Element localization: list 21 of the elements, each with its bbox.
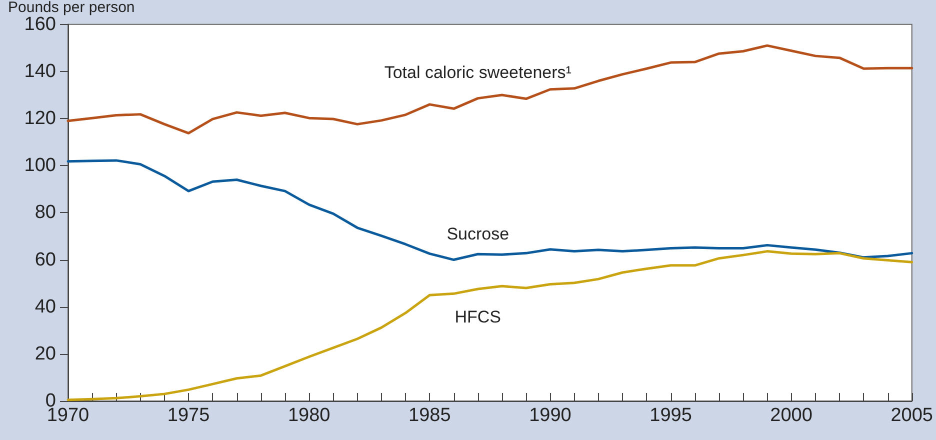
x-tick-label: 2005 [890, 405, 934, 426]
y-tick-label: 120 [24, 108, 56, 130]
line-series [66, 159, 914, 262]
y-tick-label: 140 [24, 60, 56, 82]
series-label: HFCS [454, 307, 502, 326]
x-tick-label: 1990 [529, 405, 572, 426]
line-series [66, 44, 914, 134]
x-tick-label: 1975 [167, 405, 210, 426]
y-tick-label: 60 [34, 249, 56, 270]
x-tick-label: 1995 [650, 405, 692, 426]
y-tick-label: 160 [24, 14, 56, 35]
x-tick-label: 2000 [770, 405, 812, 426]
y-axis-title: Pounds per person [8, 0, 135, 16]
y-tick-label: 80 [34, 202, 56, 224]
y-tick-label: 20 [34, 343, 56, 364]
x-tick-label: 1980 [288, 405, 330, 426]
x-tick-label: 1985 [408, 405, 451, 426]
y-tick-label: 100 [24, 155, 56, 176]
series-label: Sucrose [446, 224, 510, 244]
series-label: Total caloric sweeteners¹ [384, 62, 572, 82]
y-tick-label: 40 [34, 296, 56, 318]
